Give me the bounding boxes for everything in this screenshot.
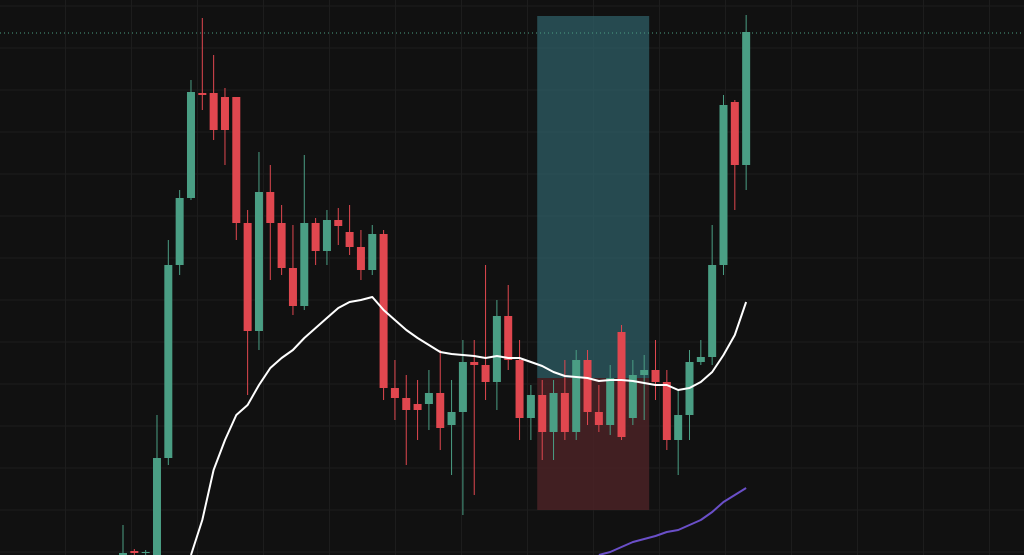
- candle-body: [549, 393, 558, 432]
- candle-body: [696, 357, 705, 362]
- moving-average-line: [598, 487, 747, 555]
- candle-body: [288, 268, 297, 306]
- candle-body: [243, 223, 252, 331]
- candle-body: [617, 332, 626, 437]
- candle-body: [594, 412, 603, 425]
- candle-body: [402, 398, 411, 410]
- candle-body: [583, 360, 592, 412]
- candle-body: [356, 247, 365, 270]
- candle-body: [311, 223, 320, 251]
- candle-body: [198, 93, 207, 95]
- candle-body: [628, 375, 637, 418]
- candle-body: [130, 551, 139, 553]
- candle-body: [345, 232, 354, 247]
- candle-body: [266, 192, 275, 223]
- candle-body: [674, 415, 683, 440]
- candle-body: [334, 220, 343, 226]
- candle-body: [708, 265, 717, 357]
- candle-body: [640, 370, 649, 375]
- candle-body: [220, 97, 229, 130]
- candle-body: [742, 32, 751, 165]
- candle-body: [515, 360, 524, 418]
- candle-body: [164, 265, 173, 458]
- moving-average-line: [190, 296, 748, 555]
- candle-body: [526, 395, 535, 418]
- candle-body: [322, 220, 331, 251]
- candle-body: [436, 393, 445, 428]
- candle-body: [277, 223, 286, 268]
- candle-body: [481, 365, 490, 382]
- candle-body: [141, 552, 150, 553]
- candle-body: [390, 388, 399, 398]
- target-zone: [537, 16, 650, 378]
- candle-body: [719, 105, 728, 265]
- candle-body: [662, 382, 671, 440]
- candle-body: [730, 102, 739, 165]
- candle-body: [538, 395, 547, 432]
- candle-body: [504, 316, 513, 360]
- candle-body: [186, 92, 195, 198]
- candle-body: [119, 553, 127, 555]
- candle-body: [368, 234, 377, 270]
- candle-body: [175, 198, 184, 265]
- candle-body: [209, 93, 218, 130]
- candle-body: [300, 223, 309, 306]
- candle-body: [424, 393, 433, 404]
- candle-body: [492, 316, 501, 382]
- candle-body: [458, 362, 467, 412]
- candle-body: [470, 362, 479, 365]
- candle-body: [152, 458, 161, 555]
- candle-body: [254, 192, 263, 331]
- candle-body: [572, 360, 581, 432]
- candle-body: [232, 97, 241, 223]
- candle-body: [606, 378, 615, 425]
- candle-body: [413, 404, 422, 410]
- candle-body: [560, 393, 569, 432]
- candle-body: [651, 370, 660, 382]
- candle-body: [447, 412, 456, 425]
